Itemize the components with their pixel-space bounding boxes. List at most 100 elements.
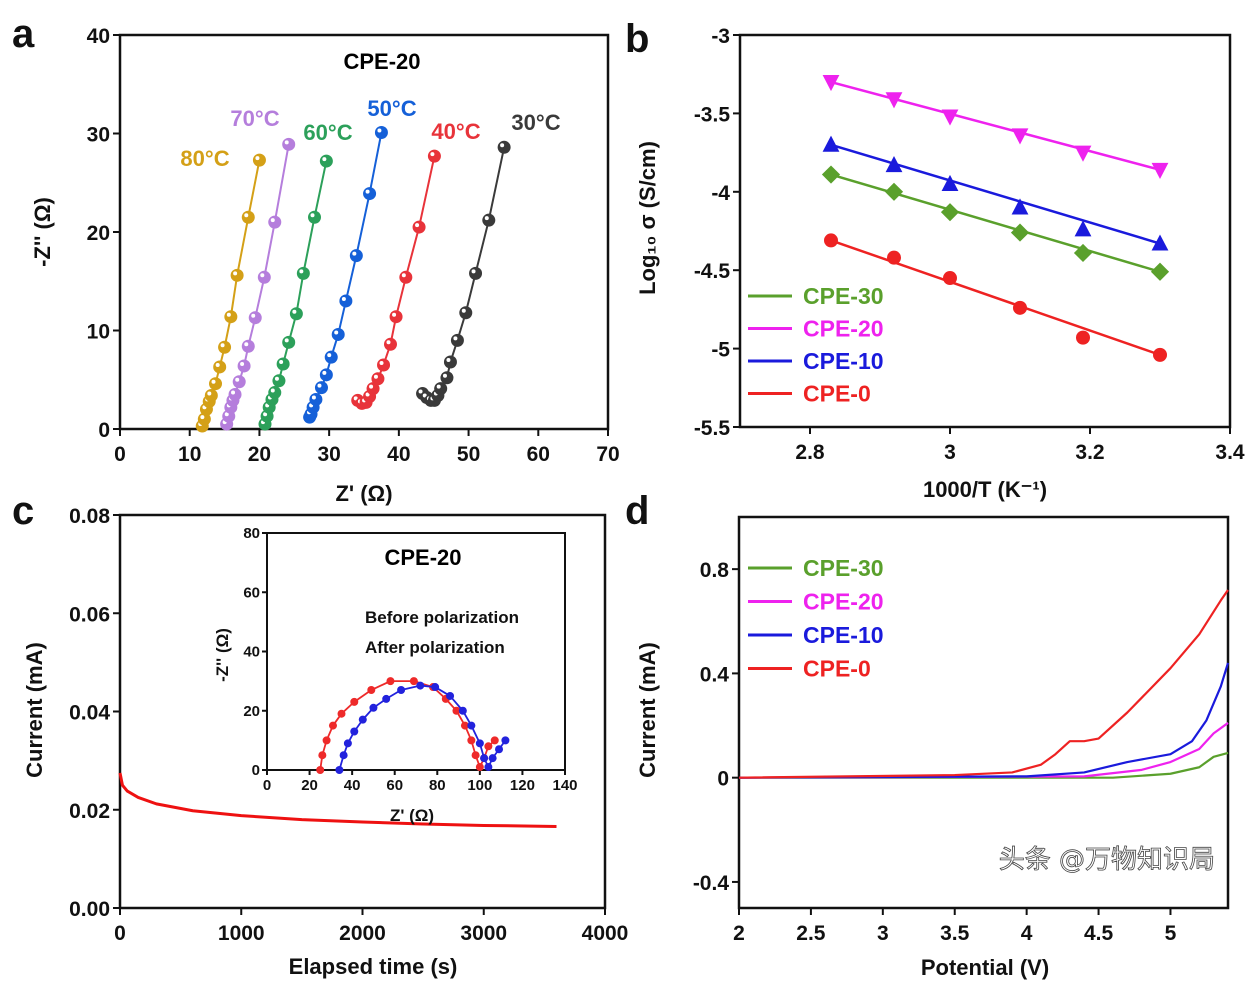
data-point <box>941 174 959 191</box>
y-tick-label: 0.02 <box>69 800 110 823</box>
axes-frame <box>737 515 1230 910</box>
inset-series-1 <box>335 681 510 774</box>
data-point <box>1076 330 1090 345</box>
x-tick-label: 40 <box>344 777 361 794</box>
x-axis-label: Potential (V) <box>921 955 1049 980</box>
y-tick-label: 0.06 <box>69 603 110 626</box>
data-point <box>459 306 473 320</box>
x-tick-label: 4 <box>1021 922 1033 945</box>
x-tick-label: 3.5 <box>940 922 970 945</box>
data-point <box>1011 198 1029 215</box>
data-point <box>230 268 244 282</box>
y-tick-label: -5.5 <box>694 417 731 440</box>
point-highlight <box>244 342 249 347</box>
data-point <box>822 135 840 152</box>
data-point <box>940 203 960 222</box>
legend-label: CPE-10 <box>803 622 884 648</box>
data-point <box>416 681 425 690</box>
legend-label: CPE-20 <box>803 589 884 615</box>
point-highlight <box>226 312 231 317</box>
series-line <box>421 147 506 402</box>
data-point <box>358 715 367 724</box>
y-tick-label: 80 <box>243 525 260 542</box>
series-0 <box>821 165 1170 281</box>
data-point <box>475 739 484 748</box>
y-tick-label: -3.5 <box>694 103 731 126</box>
x-axis-label: Elapsed time (s) <box>289 954 458 979</box>
data-point <box>319 368 333 382</box>
data-point <box>501 736 510 745</box>
y-tick-label: 10 <box>87 321 110 344</box>
y-axis-label: Log₁₀ σ (S/cm) <box>635 141 660 295</box>
data-point <box>409 677 418 686</box>
data-point <box>241 210 255 224</box>
data-point <box>386 677 395 686</box>
data-point <box>268 386 282 400</box>
x-tick-label: 0 <box>263 777 271 794</box>
x-tick-label: 3.4 <box>1215 441 1245 464</box>
x-tick-label: 60 <box>386 777 403 794</box>
data-point <box>289 307 303 321</box>
point-highlight <box>377 128 382 133</box>
data-point <box>377 358 391 372</box>
x-tick-label: 3 <box>877 922 889 945</box>
point-highlight <box>341 296 346 301</box>
series-5 <box>416 140 511 407</box>
data-point <box>821 165 841 184</box>
y-tick-label: -0.4 <box>693 872 730 895</box>
point-highlight <box>310 213 315 218</box>
data-point <box>443 355 457 369</box>
point-highlight <box>260 273 265 278</box>
legend-label: CPE-30 <box>803 555 884 581</box>
data-point <box>824 233 838 248</box>
x-tick-label: 4000 <box>582 922 629 945</box>
x-tick-label: 20 <box>248 443 271 466</box>
data-point <box>1010 223 1030 242</box>
series-2 <box>258 154 333 431</box>
data-point <box>296 266 310 280</box>
data-point <box>467 721 476 730</box>
series-line <box>830 80 1161 172</box>
data-point <box>276 357 290 371</box>
y-axis-label: Current (mA) <box>635 642 660 778</box>
y-tick-label: 0.4 <box>700 663 730 686</box>
x-tick-label: 1000 <box>218 922 265 945</box>
point-highlight <box>365 392 370 397</box>
point-highlight <box>284 338 289 343</box>
data-point <box>350 697 359 706</box>
data-point <box>318 751 327 760</box>
data-point <box>331 327 345 341</box>
data-point <box>471 751 480 760</box>
point-highlight <box>484 216 489 221</box>
data-point <box>467 736 476 745</box>
chart-title: CPE-20 <box>343 49 420 74</box>
data-point <box>218 340 232 354</box>
temperature-label: 50°C <box>367 96 416 121</box>
series-line <box>118 772 557 828</box>
data-point <box>943 271 957 286</box>
axes-frame <box>738 33 1232 429</box>
point-highlight <box>418 389 423 394</box>
data-point <box>371 372 385 386</box>
data-point <box>941 109 959 126</box>
temperature-label: 60°C <box>303 120 352 145</box>
data-point <box>343 739 352 748</box>
legend-label: CPE-10 <box>803 348 884 374</box>
series-1 <box>822 75 1169 179</box>
axes-frame <box>118 33 610 431</box>
data-point <box>314 381 328 395</box>
point-highlight <box>373 374 378 379</box>
series-2 <box>822 135 1169 251</box>
inset-legend-label: After polarization <box>365 638 505 657</box>
data-point <box>482 213 496 227</box>
data-point <box>308 210 322 224</box>
point-highlight <box>430 152 435 157</box>
data-point <box>350 727 359 736</box>
panel-letter-c: c <box>12 489 34 533</box>
point-highlight <box>386 340 391 345</box>
y-tick-label: 0.8 <box>700 559 730 582</box>
point-highlight <box>311 395 316 400</box>
data-point <box>484 742 493 751</box>
y-tick-label: 20 <box>87 222 110 245</box>
point-highlight <box>240 361 245 366</box>
